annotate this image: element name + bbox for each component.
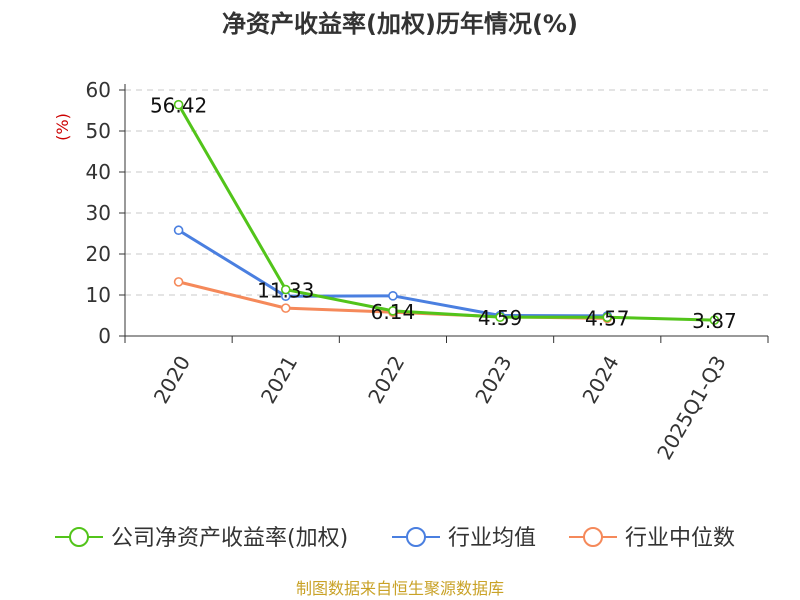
legend-item-0[interactable]: 公司净资产收益率(加权) (55, 526, 348, 551)
x-tick-label-3: 2023 (470, 352, 516, 408)
x-tick-label-0: 2020 (149, 352, 195, 408)
y-tick-label-10: 10 (86, 283, 111, 307)
data-label-2: 6.14 (371, 300, 416, 324)
legend-label-0: 公司净资产收益率(加权) (111, 526, 348, 551)
y-tick-label-50: 50 (86, 119, 111, 143)
data-label-3: 4.59 (478, 306, 523, 330)
x-tick-label-5: 2025Q1-Q3 (652, 352, 731, 464)
footer-source: 制图数据来自恒生聚源数据库 (296, 579, 504, 598)
y-tick-label-60: 60 (86, 78, 111, 102)
legend-item-2[interactable]: 行业中位数 (569, 526, 735, 551)
legend-marker-1 (406, 527, 426, 547)
series-0-point-0[interactable] (173, 99, 184, 110)
chart-title: 净资产收益率(加权)历年情况(%) (222, 10, 578, 38)
axes: 0 10 20 30 40 50 60 2020 2021 2022 2023 2024 2025Q1-… (86, 78, 769, 464)
plot-area (173, 99, 720, 325)
legend-label-1: 行业均值 (448, 526, 536, 551)
series-line-0 (177, 103, 715, 322)
series-1-point-0[interactable] (173, 225, 184, 236)
y-tick-label-0: 0 (98, 324, 111, 348)
data-label-0: 56.42 (150, 94, 207, 118)
x-tick-label-1: 2021 (256, 352, 302, 408)
y-tick-label-40: 40 (86, 160, 111, 184)
series-0-point-4[interactable] (602, 312, 613, 323)
legend[interactable]: 公司净资产收益率(加权) 行业均值 行业中位数 (55, 526, 735, 551)
x-tick-label-4: 2024 (577, 352, 623, 408)
series-0-point-3[interactable] (495, 312, 505, 322)
legend-item-1[interactable]: 行业均值 (392, 526, 536, 551)
data-labels: 56.42 11.33 6.14 4.59 4.57 3.87 (150, 94, 737, 333)
series-2-point-1[interactable] (280, 303, 291, 313)
legend-marker-2 (583, 527, 603, 547)
x-tick-label-2: 2022 (363, 352, 409, 408)
legend-marker-0 (69, 527, 89, 547)
series-0-point-1[interactable] (280, 284, 291, 295)
y-axis-label: (%) (53, 113, 72, 141)
series-0-point-5[interactable] (709, 315, 720, 325)
grid (125, 89, 768, 296)
series-2-point-0[interactable] (173, 277, 184, 287)
legend-label-2: 行业中位数 (625, 526, 735, 551)
series-1-point-2[interactable] (388, 291, 398, 301)
data-label-4: 4.57 (585, 306, 630, 330)
data-label-1: 11.33 (257, 279, 314, 303)
data-label-5: 3.87 (692, 309, 737, 333)
y-tick-label-30: 30 (86, 201, 111, 225)
series-0-point-2[interactable] (388, 306, 398, 316)
y-tick-label-20: 20 (86, 242, 111, 266)
